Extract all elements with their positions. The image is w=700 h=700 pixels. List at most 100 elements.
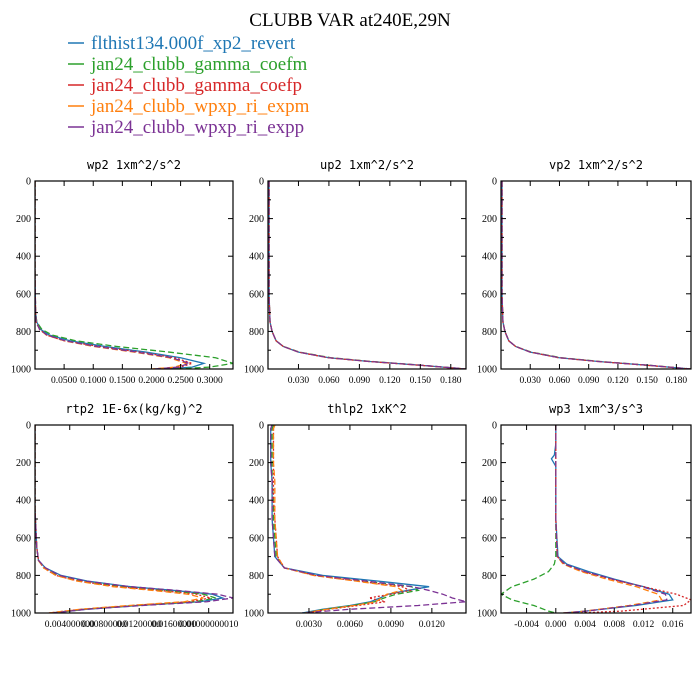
legend-label: jan24_clubb_wpxp_ri_expp [90,117,304,138]
x-tick-label: 0.0030 [296,620,322,630]
x-tick-label: 0.1000 [80,376,106,386]
series-line [555,425,691,613]
x-tick-label: 0.090 [578,376,600,386]
panel-5: thlp2 1xK^2 0 200 400 600 800 1000 0.0030 0.0060… [244,402,467,630]
panel-title: vp2 1xm^2/s^2 [549,158,643,172]
plot-frame [34,424,234,614]
series-line [35,425,216,613]
plot-frame [267,424,467,614]
y-tick-label: 400 [249,496,264,507]
series-line [501,181,691,369]
series-line [501,181,691,369]
legend-item: jan24_clubb_gamma_coefp [68,75,302,96]
legend-label: jan24_clubb_gamma_coefm [90,54,308,75]
y-tick-label: 0 [259,421,264,432]
y-tick-label: 800 [249,571,264,582]
y-tick-label: 200 [16,214,31,225]
x-tick-label: 0.150 [636,376,658,386]
series-line [270,425,466,613]
x-tick-label: 0.01200000 [117,620,162,630]
panel-title: thlp2 1xK^2 [327,402,406,416]
series-line [501,181,691,369]
series-line [555,425,668,613]
series-line [35,181,207,369]
x-tick-label: 0.030 [520,376,542,386]
series-line [35,425,233,613]
y-tick-label: 200 [482,458,497,469]
series-line [501,181,691,369]
x-tick-label: 0.01600000 [151,620,196,630]
series-line [35,181,233,369]
panel-title: wp2 1xm^2/s^2 [87,158,181,172]
panel-3: vp2 1xm^2/s^2 0 200 400 600 800 1000 0.030 0.060… [477,158,692,386]
y-tick-label: 600 [16,289,31,300]
series-line [35,181,192,369]
panel-title: wp3 1xm^3/s^3 [549,402,643,416]
series-line [35,181,195,369]
x-tick-label: 0.1500 [109,376,135,386]
series-line [268,181,466,369]
x-tick-label: -0.004 [514,620,539,630]
y-tick-label: 0 [259,177,264,188]
y-tick-label: 1000 [477,609,497,620]
y-tick-label: 0 [26,177,31,188]
series-line [501,181,691,369]
legend-item: jan24_clubb_gamma_coefm [68,54,308,75]
panel-title: rtp2 1E-6x(kg/kg)^2 [65,402,202,416]
series-line [268,181,466,369]
panel-4: rtp2 1E-6x(kg/kg)^2 0 200 400 600 800 1000 0.00… [11,402,239,630]
y-tick-label: 400 [482,496,497,507]
legend: flthist134.000f_xp2_revertjan24_clubb_ga… [68,33,310,138]
series-group [501,181,691,369]
x-tick-label: 0.060 [549,376,571,386]
series-line [35,425,211,613]
y-tick-label: 800 [16,327,31,338]
x-tick-label: 0.120 [379,376,401,386]
y-tick-label: 600 [249,533,264,544]
x-tick-label: 0.0120 [419,620,445,630]
y-tick-label: 400 [249,252,264,263]
y-tick-label: 800 [482,571,497,582]
panels: wp2 1xm^2/s^2 0 200 400 600 800 1000 0.0500 0.10… [11,158,692,630]
y-tick-label: 1000 [477,365,497,376]
y-tick-label: 0 [492,421,497,432]
x-tick-label: 0.180 [666,376,688,386]
series-line [550,425,674,613]
x-tick-label: 0.120 [607,376,629,386]
x-tick-label: 0.060 [318,376,340,386]
plot-frame [267,180,467,370]
series-line [501,425,557,613]
x-tick-label: 0.0090 [378,620,404,630]
series-group [501,425,691,613]
series-group [35,425,233,613]
plot-frame [500,180,692,370]
series-line [555,425,663,613]
y-tick-label: 200 [249,214,264,225]
series-line [35,425,226,613]
y-tick-label: 200 [16,458,31,469]
y-tick-label: 800 [249,327,264,338]
plot-frame [500,424,692,614]
x-tick-label: 0.012 [633,620,655,630]
x-tick-label: 0.090 [349,376,371,386]
y-tick-label: 0 [26,421,31,432]
legend-item: jan24_clubb_wpxp_ri_expm [68,96,310,117]
figure-title: CLUBB VAR at240E,29N [249,10,451,31]
y-tick-label: 800 [482,327,497,338]
y-tick-label: 0 [492,177,497,188]
x-tick-label: 0.0500 [51,376,77,386]
x-tick-label: 0.008 [604,620,626,630]
series-group [268,181,466,369]
y-tick-label: 400 [16,496,31,507]
x-tick-label: 0.004000000 [45,620,95,630]
y-tick-label: 600 [249,289,264,300]
x-tick-label: 0.0060 [337,620,363,630]
y-tick-label: 1000 [11,365,31,376]
y-tick-label: 800 [16,571,31,582]
y-tick-label: 1000 [11,609,31,620]
series-line [268,181,466,369]
series-line [272,425,404,613]
x-tick-label: 0.016 [662,620,684,630]
series-line [268,181,466,369]
